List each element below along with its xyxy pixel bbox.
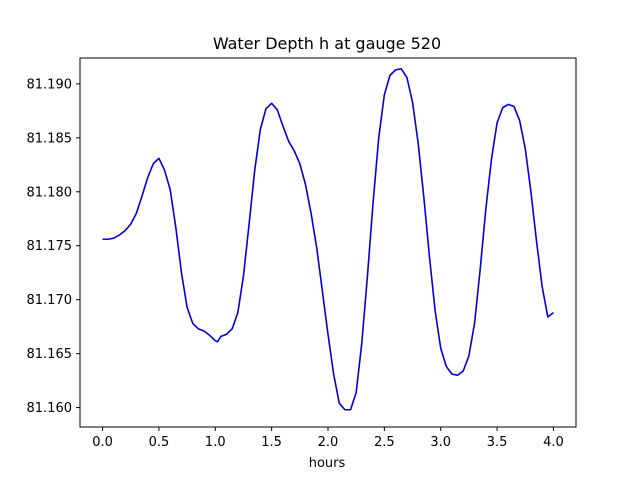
y-axis: 81.160 81.165 81.170 81.175 81.180 81.185 81.1…	[27, 77, 80, 416]
y-tick-label: 81.180	[27, 185, 73, 200]
y-tick-label: 81.185	[27, 131, 73, 146]
chart-title: Water Depth h at gauge 520	[213, 34, 441, 53]
y-tick-label: 81.170	[27, 293, 73, 308]
x-tick-label: 0.0	[92, 435, 113, 450]
x-tick-label: 2.0	[318, 435, 339, 450]
y-tick-label: 81.190	[27, 77, 73, 92]
plot-area	[102, 67, 554, 411]
x-axis: 0.0 0.5 1.0 1.5 2.0 2.5 3.0 3.5 4.0	[92, 427, 564, 450]
y-tick-label: 81.175	[27, 239, 73, 254]
x-tick-label: 1.0	[205, 435, 226, 450]
series-line-0	[102, 67, 554, 411]
y-tick-label: 81.160	[27, 401, 73, 416]
x-tick-label: 3.0	[430, 435, 451, 450]
x-tick-label: 0.5	[149, 435, 170, 450]
x-tick-label: 3.5	[487, 435, 508, 450]
y-tick-label: 81.165	[27, 347, 73, 362]
plot-frame	[79, 57, 577, 428]
x-tick-label: 2.5	[374, 435, 395, 450]
x-tick-label: 1.5	[261, 435, 282, 450]
x-tick-label: 4.0	[543, 435, 564, 450]
x-axis-label: hours	[309, 456, 346, 471]
